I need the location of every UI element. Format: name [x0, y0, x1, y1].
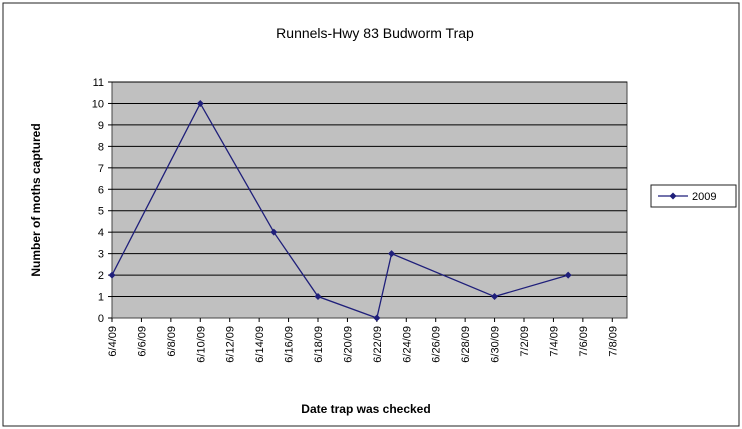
x-tick-label: 6/16/09 [284, 326, 296, 363]
y-tick-label: 11 [93, 77, 104, 89]
y-axis-label: Number of moths captured [29, 123, 43, 276]
y-tick-label: 9 [98, 120, 104, 132]
y-tick-label: 3 [98, 249, 104, 261]
chart-title: Runnels-Hwy 83 Budworm Trap [276, 25, 474, 41]
y-tick-label: 4 [98, 227, 104, 239]
data-point [373, 314, 381, 322]
x-tick-label: 6/24/09 [401, 326, 413, 363]
y-tick-label: 2 [98, 270, 104, 282]
legend-marker-2009 [669, 192, 677, 200]
x-tick-label: 6/4/09 [107, 326, 119, 357]
x-tick-label: 6/30/09 [490, 326, 502, 363]
x-axis-ticks: 6/4/09 6/6/09 6/8/09 6/10/09 6/12/09 6/14/09 6… [107, 318, 619, 363]
x-tick-label: 6/20/09 [342, 326, 354, 363]
x-tick-label: 6/28/09 [460, 326, 472, 363]
data-point [270, 228, 278, 236]
y-tick-label: 6 [98, 184, 104, 196]
legend: 2009 [650, 184, 737, 208]
y-tick-label: 8 [98, 141, 104, 153]
data-point [108, 271, 116, 279]
y-tick-label: 5 [98, 206, 104, 218]
x-tick-label: 7/2/09 [519, 326, 531, 357]
data-point [564, 271, 572, 279]
x-tick-label: 6/6/09 [136, 326, 148, 357]
x-tick-label: 7/6/09 [578, 326, 590, 357]
x-tick-label: 6/8/09 [166, 326, 178, 357]
plot-area [111, 81, 628, 319]
legend-box [650, 184, 737, 208]
data-point [196, 99, 204, 107]
x-tick-label: 6/22/09 [372, 326, 384, 363]
data-point [388, 250, 396, 258]
series-layer [108, 99, 572, 322]
x-tick-label: 6/18/09 [313, 326, 325, 363]
x-axis-label: Date trap was checked [301, 402, 430, 416]
data-point [314, 293, 322, 301]
y-tick-label: 0 [98, 313, 104, 325]
series-line-2009 [111, 102, 569, 319]
x-tick-label: 6/14/09 [254, 326, 266, 363]
y-tick-label: 7 [98, 163, 104, 175]
legend-label-2009: 2009 [692, 191, 716, 203]
x-tick-label: 6/10/09 [195, 326, 207, 363]
x-tick-label: 7/8/09 [607, 326, 619, 357]
x-tick-label: 6/12/09 [225, 326, 237, 363]
x-tick-label: 7/4/09 [548, 326, 560, 357]
data-point [491, 293, 499, 301]
y-axis-ticks: 0 1 2 3 4 5 6 7 8 9 10 11 [92, 77, 112, 325]
x-tick-label: 6/26/09 [431, 326, 443, 363]
y-tick-label: 1 [98, 292, 104, 304]
y-tick-label: 10 [92, 98, 104, 110]
